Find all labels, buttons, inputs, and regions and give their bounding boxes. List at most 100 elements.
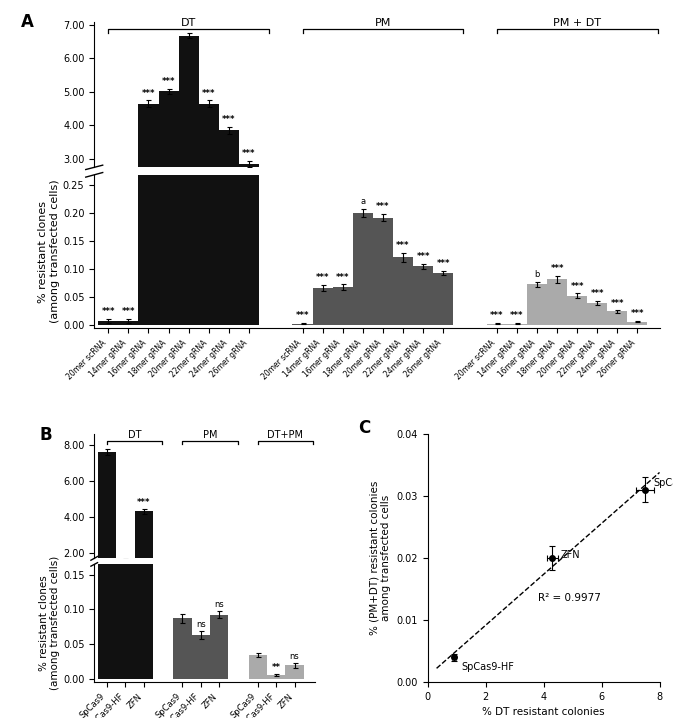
Bar: [219, 0, 239, 325]
Y-axis label: % resistant clones
(among transfected cells): % resistant clones (among transfected ce…: [38, 180, 60, 323]
Bar: [199, 0, 219, 325]
X-axis label: % DT resistant colonies
among transfected cells: % DT resistant colonies among transfecte…: [481, 707, 607, 718]
Bar: [139, 0, 159, 325]
Y-axis label: % (PM+DT) resistant colonies
among transfected cells: % (PM+DT) resistant colonies among trans…: [369, 481, 391, 635]
Bar: [135, 511, 153, 589]
Bar: [98, 321, 118, 325]
Bar: [219, 131, 239, 259]
Text: ***: ***: [417, 252, 430, 261]
Text: ***: ***: [162, 77, 176, 86]
Bar: [312, 288, 332, 325]
Text: ***: ***: [490, 312, 503, 320]
Text: ***: ***: [551, 264, 564, 274]
Text: ***: ***: [510, 312, 524, 320]
Text: DT+PM: DT+PM: [267, 430, 304, 440]
Text: PM: PM: [203, 430, 217, 440]
Bar: [527, 257, 547, 259]
Bar: [413, 256, 433, 259]
Bar: [373, 218, 393, 325]
Text: b: b: [534, 270, 540, 279]
Bar: [173, 618, 192, 679]
Text: ***: ***: [122, 307, 135, 317]
Bar: [332, 287, 353, 325]
Text: ***: ***: [316, 274, 329, 282]
Text: ns: ns: [196, 620, 206, 629]
Bar: [267, 675, 285, 679]
Text: ***: ***: [396, 241, 410, 250]
Text: R² = 0.9977: R² = 0.9977: [538, 593, 601, 603]
Bar: [607, 258, 627, 259]
Bar: [210, 615, 228, 679]
Bar: [178, 36, 199, 259]
Text: a: a: [360, 197, 365, 206]
Text: ns: ns: [215, 600, 224, 610]
Text: ***: ***: [295, 312, 310, 320]
Bar: [373, 253, 393, 259]
Bar: [547, 257, 567, 259]
Text: ***: ***: [202, 88, 215, 98]
Bar: [507, 324, 527, 325]
Bar: [159, 0, 178, 325]
Text: ns: ns: [290, 653, 299, 661]
Text: SpCas9-HF: SpCas9-HF: [461, 661, 514, 671]
Bar: [199, 103, 219, 259]
Text: A: A: [21, 13, 34, 31]
Bar: [627, 322, 647, 325]
Text: ***: ***: [631, 309, 644, 318]
Bar: [487, 324, 507, 325]
Bar: [98, 0, 116, 679]
Text: B: B: [39, 426, 52, 444]
Text: SpCas9: SpCas9: [653, 478, 673, 488]
Bar: [433, 256, 453, 259]
Bar: [527, 284, 547, 325]
Bar: [547, 279, 567, 325]
Bar: [159, 91, 178, 259]
Text: ***: ***: [590, 289, 604, 298]
Bar: [567, 296, 588, 325]
Bar: [210, 587, 228, 589]
Bar: [239, 164, 259, 259]
Text: ***: ***: [571, 281, 584, 291]
Bar: [98, 452, 116, 589]
Text: ***: ***: [102, 307, 115, 317]
Bar: [239, 0, 259, 325]
Bar: [588, 258, 607, 259]
Text: DT: DT: [128, 430, 141, 440]
Bar: [413, 266, 433, 325]
Bar: [567, 258, 588, 259]
Text: ***: ***: [610, 299, 624, 307]
Bar: [285, 666, 304, 679]
Bar: [312, 257, 332, 259]
Bar: [118, 321, 139, 325]
Bar: [332, 257, 353, 259]
Bar: [135, 0, 153, 679]
Bar: [178, 0, 199, 325]
Text: ***: ***: [437, 259, 450, 268]
Text: ***: ***: [142, 88, 155, 98]
Bar: [293, 324, 312, 325]
Bar: [393, 258, 413, 325]
Bar: [116, 0, 135, 679]
Bar: [192, 588, 210, 589]
Bar: [173, 587, 192, 589]
Text: PM + DT: PM + DT: [553, 18, 601, 28]
Text: **: **: [272, 663, 281, 673]
Text: ***: ***: [222, 116, 236, 124]
Bar: [607, 312, 627, 325]
Bar: [249, 655, 267, 679]
Bar: [116, 560, 135, 589]
Bar: [393, 256, 413, 259]
Bar: [353, 213, 373, 325]
Text: ***: ***: [242, 149, 256, 158]
Text: ***: ***: [376, 202, 390, 211]
Y-axis label: % resistant clones
(among transfected cells): % resistant clones (among transfected ce…: [38, 556, 60, 691]
Bar: [192, 635, 210, 679]
Text: ***: ***: [137, 498, 151, 506]
Text: DT: DT: [181, 18, 197, 28]
Text: PM: PM: [375, 18, 391, 28]
Bar: [433, 274, 453, 325]
Text: C: C: [359, 419, 371, 437]
Bar: [353, 253, 373, 259]
Bar: [588, 303, 607, 325]
Bar: [139, 103, 159, 259]
